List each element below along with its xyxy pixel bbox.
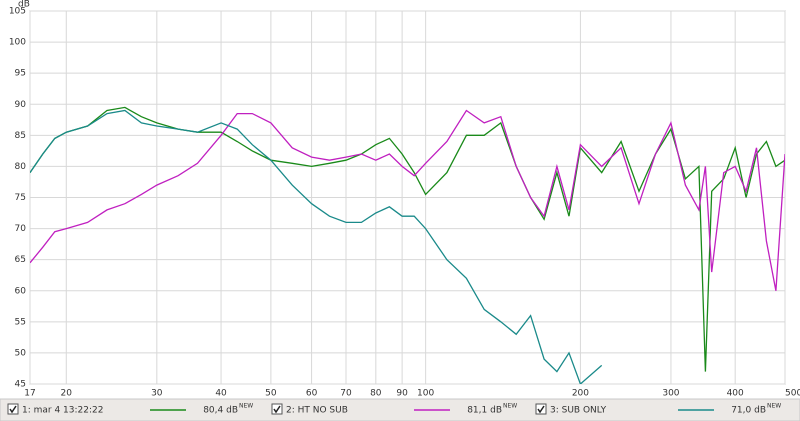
- checkmark: [537, 405, 545, 414]
- y-tick-label: 55: [15, 317, 26, 327]
- x-tick-label: 100: [417, 389, 434, 399]
- legend-checkbox[interactable]: [535, 403, 547, 415]
- x-tick-label: 30: [151, 389, 163, 399]
- legend-checkbox[interactable]: [7, 403, 19, 415]
- legend-checkbox[interactable]: [271, 403, 283, 415]
- x-tick-label: 500 Hz: [785, 389, 800, 399]
- y-tick-label: 75: [15, 193, 26, 203]
- x-tick-label: 40: [215, 389, 227, 399]
- legend-name: 1: mar 4 13:22:22: [22, 406, 103, 416]
- y-tick-label: 45: [15, 380, 26, 390]
- x-tick-label: 70: [340, 389, 352, 399]
- x-tick-label: 200: [572, 389, 589, 399]
- x-tick-label: 20: [61, 389, 73, 399]
- legend-badge: NEW: [239, 403, 253, 410]
- legend-badge: NEW: [503, 403, 517, 410]
- legend-name: 2: HT NO SUB: [286, 406, 348, 416]
- legend-badge: NEW: [767, 403, 781, 410]
- y-tick-label: 100: [9, 38, 26, 48]
- y-tick-label: 95: [15, 69, 26, 79]
- y-tick-label: 90: [15, 100, 27, 110]
- legend-bar: [0, 398, 800, 421]
- checkmark: [273, 405, 281, 414]
- y-tick-label: 80: [15, 162, 27, 172]
- legend-value: 71,0 dB: [731, 406, 766, 416]
- checkmark: [9, 405, 17, 414]
- x-tick-label: 17: [24, 389, 35, 399]
- x-tick-label: 400: [727, 389, 744, 399]
- x-tick-label: 300: [662, 389, 679, 399]
- y-tick-label: 70: [15, 224, 27, 234]
- x-tick-label: 60: [306, 389, 318, 399]
- y-tick-label: 85: [15, 131, 26, 141]
- series-line: [30, 109, 785, 291]
- x-tick-label: 90: [396, 389, 408, 399]
- y-axis-label: dB: [18, 0, 30, 10]
- series-line: [30, 109, 603, 384]
- legend-name: 3: SUB ONLY: [550, 406, 607, 416]
- series-line: [30, 106, 785, 372]
- y-tick-label: 105: [9, 7, 26, 17]
- x-tick-label: 80: [370, 389, 382, 399]
- y-tick-label: 60: [15, 286, 27, 296]
- y-tick-label: 65: [15, 255, 26, 265]
- legend-value: 81,1 dB: [467, 406, 502, 416]
- legend-value: 80,4 dB: [203, 406, 238, 416]
- x-tick-label: 50: [265, 389, 277, 399]
- y-tick-label: 50: [15, 348, 27, 358]
